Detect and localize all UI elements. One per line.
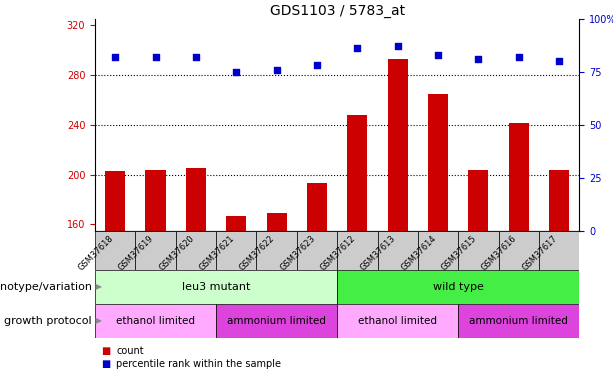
Bar xyxy=(176,231,216,270)
Text: GSM37615: GSM37615 xyxy=(440,234,478,272)
Point xyxy=(554,58,564,64)
Text: growth protocol: growth protocol xyxy=(4,316,92,326)
Text: genotype/variation: genotype/variation xyxy=(0,282,92,292)
Text: GSM37622: GSM37622 xyxy=(238,234,276,272)
Bar xyxy=(95,231,135,270)
Text: GSM37613: GSM37613 xyxy=(359,234,398,273)
Bar xyxy=(95,304,216,338)
Bar xyxy=(418,231,458,270)
Bar xyxy=(458,304,579,338)
Bar xyxy=(145,170,166,375)
Point xyxy=(352,45,362,51)
Point xyxy=(272,67,281,73)
Text: wild type: wild type xyxy=(433,282,484,292)
Point xyxy=(191,54,201,60)
Bar xyxy=(256,231,297,270)
Bar xyxy=(539,231,579,270)
Point xyxy=(231,69,241,75)
Text: ethanol limited: ethanol limited xyxy=(116,316,195,326)
Text: count: count xyxy=(116,346,144,355)
Point xyxy=(110,54,120,60)
Bar xyxy=(216,231,256,270)
Point xyxy=(473,56,483,62)
Text: GSM37621: GSM37621 xyxy=(197,234,236,272)
Bar xyxy=(549,170,569,375)
Bar xyxy=(105,171,125,375)
Bar xyxy=(509,123,529,375)
Bar xyxy=(186,168,206,375)
Bar xyxy=(337,304,458,338)
Point xyxy=(312,62,322,68)
Text: GSM37623: GSM37623 xyxy=(278,234,317,273)
Bar xyxy=(458,231,498,270)
Bar xyxy=(95,270,337,304)
Bar xyxy=(307,183,327,375)
Bar xyxy=(428,93,448,375)
Text: GSM37617: GSM37617 xyxy=(520,234,559,273)
Text: GSM37619: GSM37619 xyxy=(117,234,156,272)
Bar xyxy=(468,170,489,375)
Bar xyxy=(297,231,337,270)
Text: ethanol limited: ethanol limited xyxy=(358,316,437,326)
Text: ▶: ▶ xyxy=(93,282,102,291)
Text: GSM37612: GSM37612 xyxy=(319,234,357,272)
Text: GSM37614: GSM37614 xyxy=(400,234,438,272)
Bar xyxy=(226,216,246,375)
Text: ammonium limited: ammonium limited xyxy=(227,316,326,326)
Bar xyxy=(337,270,579,304)
Text: GSM37620: GSM37620 xyxy=(158,234,196,272)
Bar xyxy=(135,231,176,270)
Point xyxy=(433,52,443,58)
Point xyxy=(393,43,403,49)
Text: ■: ■ xyxy=(101,346,110,355)
Text: percentile rank within the sample: percentile rank within the sample xyxy=(116,359,281,369)
Text: ■: ■ xyxy=(101,359,110,369)
Title: GDS1103 / 5783_at: GDS1103 / 5783_at xyxy=(270,4,405,18)
Bar xyxy=(378,231,418,270)
Point xyxy=(514,54,524,60)
Bar xyxy=(216,304,337,338)
Bar xyxy=(387,58,408,375)
Text: ammonium limited: ammonium limited xyxy=(470,316,568,326)
Text: GSM37616: GSM37616 xyxy=(480,234,519,273)
Point xyxy=(151,54,161,60)
Text: leu3 mutant: leu3 mutant xyxy=(182,282,250,292)
Bar xyxy=(347,115,367,375)
Bar xyxy=(267,213,287,375)
Bar xyxy=(337,231,378,270)
Text: GSM37618: GSM37618 xyxy=(77,234,115,273)
Text: ▶: ▶ xyxy=(93,316,102,325)
Bar xyxy=(498,231,539,270)
